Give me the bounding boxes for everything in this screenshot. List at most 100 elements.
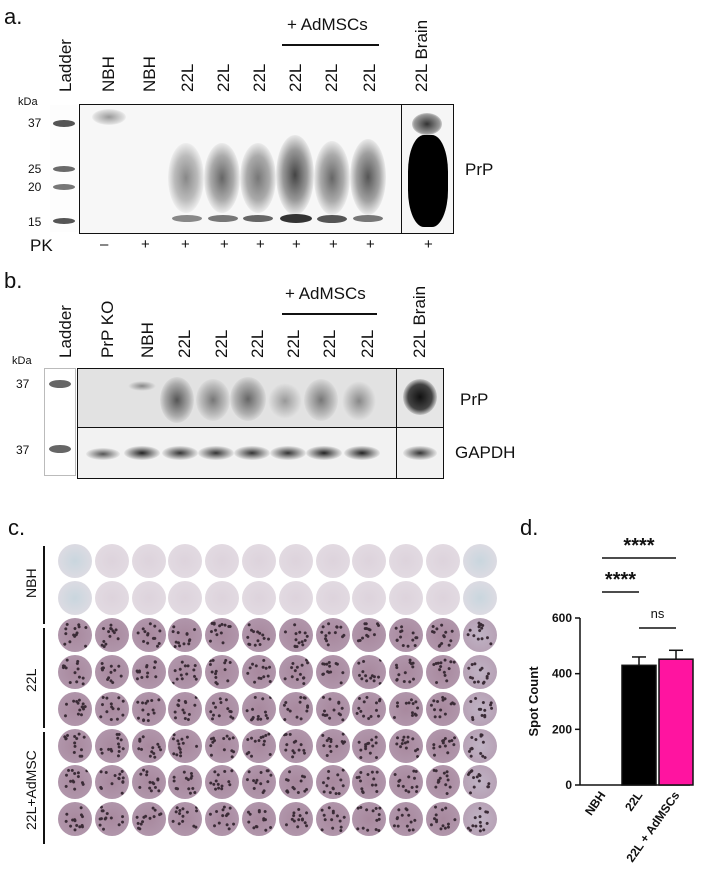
plate-well <box>131 728 166 763</box>
admsc-group-label: + AdMSCs <box>285 284 366 303</box>
admsc-group-label: + AdMSCs <box>287 15 368 34</box>
plate-well <box>315 580 350 615</box>
prp-blot-brain <box>401 104 454 234</box>
plate-well <box>131 765 166 800</box>
plate-well <box>242 691 276 726</box>
plate-well <box>58 580 92 615</box>
plate-well <box>131 654 166 689</box>
plate-well <box>131 802 166 837</box>
ladder-lane <box>44 368 76 476</box>
lane-label: Ladder <box>56 305 75 358</box>
plate-well <box>315 802 350 837</box>
plate-well <box>426 544 460 578</box>
plate-well <box>131 691 166 726</box>
plate-well <box>426 728 460 763</box>
plate-well <box>205 654 240 689</box>
lane-label: PrP KO <box>98 300 117 358</box>
plate-well <box>389 691 424 726</box>
marker-label: 25 <box>28 162 42 176</box>
plate-well <box>242 580 276 615</box>
plate-well <box>168 580 203 615</box>
gapdh-blot-brain <box>396 427 444 479</box>
plate-well <box>389 765 424 800</box>
significance-label: ns <box>651 606 665 621</box>
plate-well <box>352 728 387 763</box>
pk-value: + <box>329 236 338 253</box>
plate-well <box>315 691 350 726</box>
plate-well <box>168 544 203 578</box>
plate-well <box>94 765 129 800</box>
lane-label: NBH <box>138 322 157 358</box>
plate-well <box>242 617 276 652</box>
plate-well <box>426 765 460 800</box>
lane-label: 22L <box>248 329 267 358</box>
pk-label: PK <box>30 236 53 255</box>
plate-well <box>278 654 313 689</box>
plate-well <box>205 544 240 578</box>
y-tick-label: 200 <box>552 722 572 736</box>
plate-well <box>389 802 424 837</box>
plate-well <box>352 544 387 578</box>
plate-well <box>242 654 276 689</box>
plate-well <box>58 802 92 837</box>
pk-value: + <box>181 236 190 253</box>
plate-well <box>58 691 92 726</box>
plate-well <box>131 580 166 615</box>
plate-well <box>205 728 240 763</box>
lane-label: 22L <box>178 63 197 92</box>
x-tick-label: 22L <box>622 789 645 814</box>
lane-label: 22L Brain <box>410 285 429 358</box>
plate-well <box>352 691 387 726</box>
bar <box>621 664 657 786</box>
lane-label: 22L <box>320 329 339 358</box>
plate-well <box>205 765 240 800</box>
plate-well <box>389 580 424 615</box>
plate-well <box>462 728 497 763</box>
plate-well <box>242 765 276 800</box>
plate-well <box>242 728 276 763</box>
plate-well <box>462 691 497 726</box>
lane-label: 22L <box>214 63 233 92</box>
pk-value: + <box>141 236 150 253</box>
pk-value: – <box>100 236 109 253</box>
plate-well <box>315 617 350 652</box>
lane-label: 22L <box>284 329 303 358</box>
plate-well <box>352 580 387 615</box>
lane-label: 22L <box>175 329 194 358</box>
prp-blot-b <box>77 368 397 428</box>
lane-label: 22L <box>250 63 269 92</box>
plate-well <box>389 617 424 652</box>
gapdh-label: GAPDH <box>455 443 516 462</box>
plate-well <box>242 802 276 837</box>
significance-label: **** <box>605 569 636 591</box>
prp-label: PrP <box>460 390 489 409</box>
lane-label: 22L Brain <box>412 19 431 92</box>
plate-well <box>94 691 129 726</box>
pk-value: + <box>292 236 301 253</box>
plate-well <box>168 728 203 763</box>
plate-well <box>205 617 240 652</box>
plate-well <box>278 617 313 652</box>
y-axis-label: Spot Count <box>526 666 541 737</box>
lane-label: 22L <box>286 63 305 92</box>
plate-well <box>131 617 166 652</box>
plate-well <box>242 544 276 578</box>
plate-well <box>168 617 203 652</box>
plate-well <box>426 802 460 837</box>
plate-well <box>278 802 313 837</box>
gapdh-blot <box>77 427 397 479</box>
lane-label: 22L <box>358 329 377 358</box>
row-bracket <box>43 628 45 728</box>
plate-well <box>94 544 129 578</box>
plate-well <box>389 654 424 689</box>
plate-well <box>278 580 313 615</box>
plate-well <box>462 654 497 689</box>
plate-well <box>94 802 129 837</box>
significance-label: **** <box>623 535 654 557</box>
plate-well <box>352 802 387 837</box>
marker-label: 37 <box>28 116 42 130</box>
lane-label: 22L <box>360 63 379 92</box>
marker-label: 37 <box>16 377 30 391</box>
plate-well <box>94 654 129 689</box>
